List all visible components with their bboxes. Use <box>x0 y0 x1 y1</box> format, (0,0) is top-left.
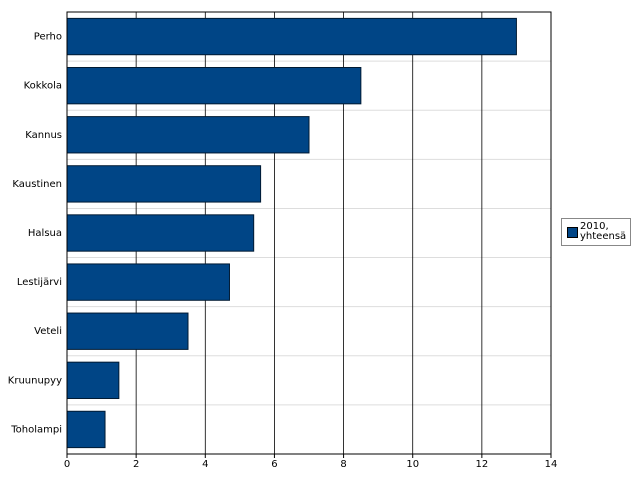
y-tick-label: Kannus <box>25 130 62 141</box>
bar <box>66 116 310 154</box>
y-tick-label: Perho <box>34 32 62 43</box>
y-tick-label: Kokkola <box>24 81 62 92</box>
bar <box>66 66 362 105</box>
plot-border <box>66 11 552 455</box>
bar <box>66 263 230 301</box>
legend: 2010, yhteensä <box>561 218 631 246</box>
y-tick-label: Veteli <box>34 326 62 337</box>
x-tick-label: 4 <box>202 459 208 470</box>
y-tick-label: Kaustinen <box>12 179 62 190</box>
bar <box>66 214 255 252</box>
bar <box>66 361 120 400</box>
x-tick-label: 10 <box>406 459 419 470</box>
bar <box>66 165 262 203</box>
y-tick-label: Kruunupyy <box>8 375 62 386</box>
legend-swatch <box>567 227 578 238</box>
legend-label: 2010, yhteensä <box>580 221 627 242</box>
x-tick-label: 6 <box>271 459 277 470</box>
x-tick-label: 14 <box>545 459 558 470</box>
x-tick-label: 0 <box>64 459 70 470</box>
y-tick-label: Halsua <box>28 228 62 239</box>
bar <box>66 312 189 350</box>
bar <box>66 17 517 56</box>
y-tick-label: Toholampi <box>10 424 62 435</box>
x-tick-label: 8 <box>340 459 346 470</box>
x-tick-label: 12 <box>475 459 488 470</box>
y-tick-label: Lestijärvi <box>17 277 62 288</box>
bar <box>66 410 106 449</box>
x-tick-label: 2 <box>133 459 139 470</box>
